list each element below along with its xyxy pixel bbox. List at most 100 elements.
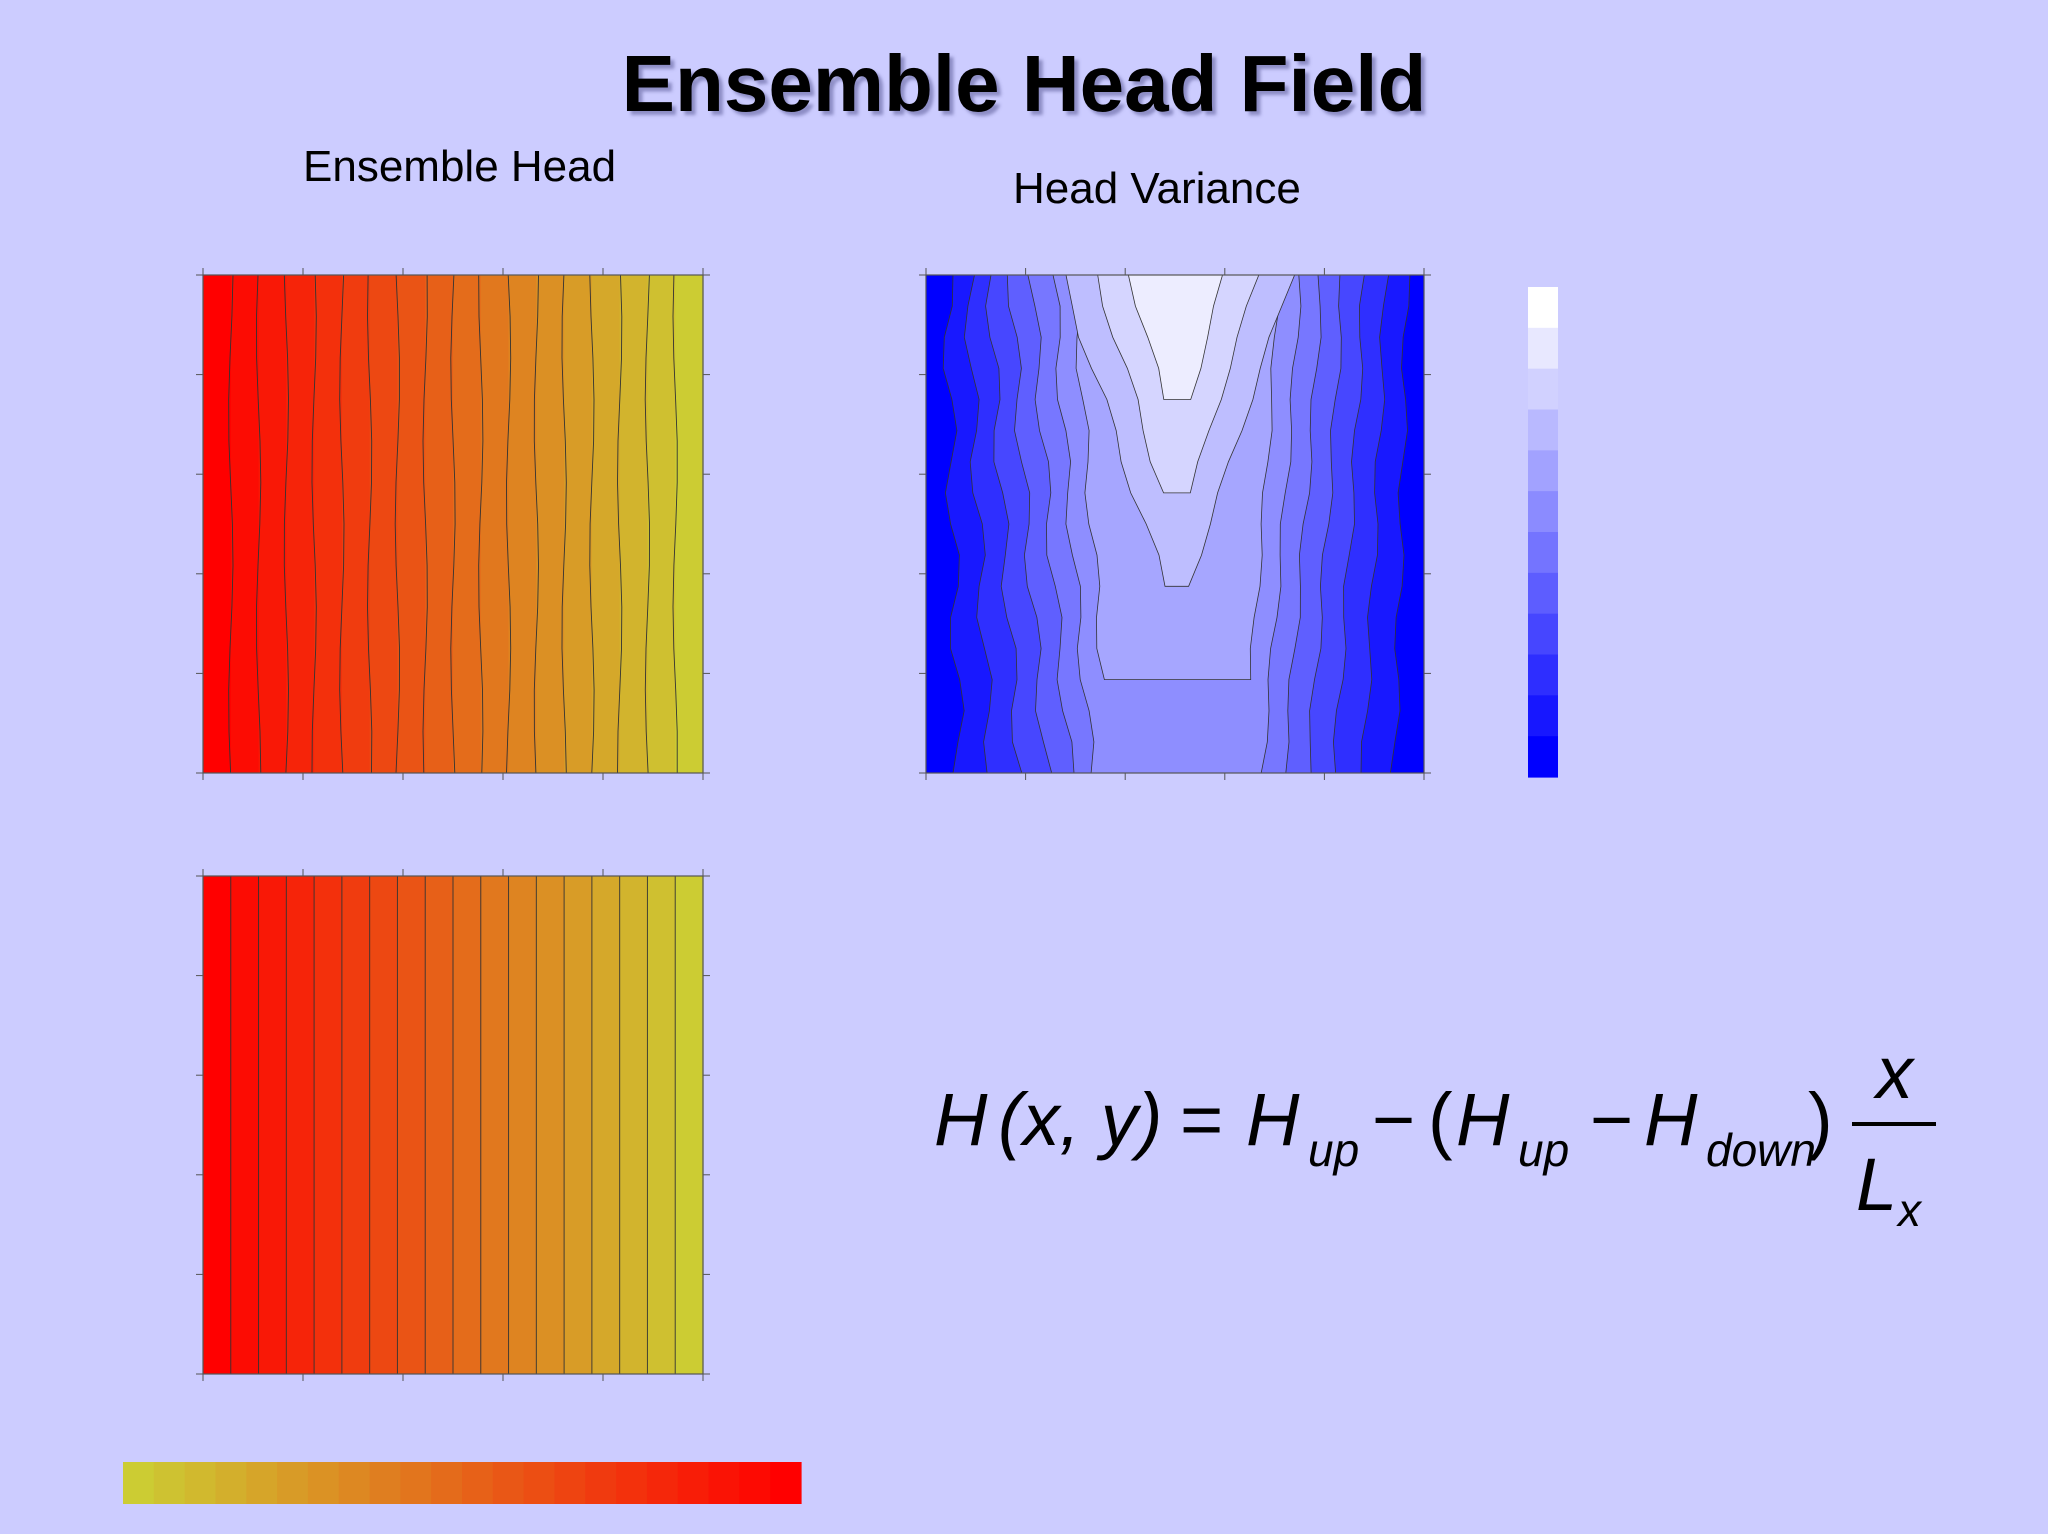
- contour-bands: [203, 876, 704, 1374]
- formula-minus-2: −: [1590, 1078, 1633, 1161]
- formula-equals: =: [1180, 1078, 1223, 1161]
- contour-line: [533, 274, 539, 774]
- colorbar-swatch: [462, 1462, 494, 1504]
- contour-lines: [228, 274, 678, 774]
- colorbar-swatch: [123, 1462, 155, 1504]
- contour-band: [314, 876, 343, 1374]
- contour-band: [286, 275, 315, 773]
- contour-line: [256, 274, 262, 774]
- slide-title: Ensemble Head Field: [621, 39, 1427, 128]
- contour-band: [397, 275, 426, 773]
- contour-lines: [230, 876, 676, 1374]
- contour-line: [311, 274, 317, 774]
- contour-band: [258, 876, 287, 1374]
- contour-line: [561, 274, 567, 774]
- contour-band: [480, 275, 510, 773]
- head-colorbar: [123, 1462, 802, 1504]
- colorbar-swatch: [616, 1462, 648, 1504]
- contour-band: [286, 876, 315, 1374]
- formula-close-paren: ): [1808, 1078, 1833, 1161]
- plot-frame: [202, 274, 704, 774]
- contour-band: [619, 876, 649, 1374]
- colorbar-swatch: [215, 1462, 247, 1504]
- colorbar-swatch: [708, 1462, 740, 1504]
- colorbar-swatch: [1528, 695, 1558, 737]
- plot-frame: [202, 875, 704, 1375]
- colorbar-swatch: [492, 1462, 525, 1504]
- colorbar-swatch: [1528, 491, 1558, 533]
- contour-line: [644, 274, 650, 774]
- contour-band: [591, 275, 621, 773]
- contour-line: [478, 274, 484, 774]
- contour-band: [453, 876, 482, 1374]
- plot-frame: [925, 274, 1425, 774]
- contour-line: [394, 274, 400, 774]
- colorbar-swatch: [523, 1462, 556, 1504]
- contour-line: [450, 274, 456, 774]
- contour-band: [536, 876, 565, 1374]
- colorbar-swatch: [184, 1462, 217, 1504]
- contour-line: [506, 274, 512, 774]
- contour-line: [367, 274, 373, 774]
- colorbar-swatch: [1528, 613, 1558, 656]
- contour-band: [369, 876, 399, 1374]
- contour-band: [341, 876, 371, 1374]
- contour-bands: [942, 274, 1411, 774]
- formula-H: H: [934, 1078, 988, 1161]
- formula-minus-1: −: [1372, 1078, 1415, 1161]
- colorbar-swatch: [1528, 532, 1558, 574]
- contour-band: [341, 275, 371, 773]
- ensemble-head-chart: [196, 268, 710, 780]
- contour-band: [536, 275, 565, 773]
- head-variance-chart: [919, 268, 1431, 780]
- colorbar-swatch: [677, 1462, 710, 1504]
- colorbar-swatch: [1528, 736, 1558, 778]
- formula-fraction-bar: [1852, 1122, 1936, 1126]
- contour-line: [672, 274, 678, 773]
- contour-line: [422, 274, 428, 774]
- variance-colorbar: [1528, 287, 1558, 778]
- contour-band: [564, 876, 593, 1374]
- analytical-head-formula: H (x, y) = H up − ( H up − H down ) x L …: [934, 1031, 1936, 1236]
- formula-H-up: H: [1246, 1078, 1300, 1161]
- colorbar-swatch: [1528, 287, 1558, 329]
- formula-denominator-L: L: [1856, 1143, 1897, 1226]
- colorbar-swatch: [246, 1462, 278, 1504]
- contour-line: [339, 274, 345, 774]
- contour-line: [283, 274, 289, 774]
- colorbar-swatch: [770, 1462, 802, 1504]
- colorbar-swatch: [585, 1462, 617, 1504]
- formula-H-down: H: [1644, 1078, 1698, 1161]
- contour-band: [508, 876, 537, 1374]
- contour-band: [564, 275, 593, 773]
- contour-band: [675, 275, 704, 773]
- colorbar-swatch: [1528, 368, 1558, 411]
- contour-band: [675, 876, 704, 1374]
- colorbar-swatch: [400, 1462, 432, 1504]
- colorbar-swatch: [1528, 327, 1558, 370]
- colorbar-swatch: [554, 1462, 586, 1504]
- contour-band: [258, 275, 287, 773]
- colorbar-swatch: [1528, 409, 1558, 451]
- colorbar-swatch: [307, 1462, 340, 1504]
- contour-band: [508, 275, 537, 773]
- contour-band: [619, 275, 649, 773]
- contour-line: [228, 274, 234, 774]
- colorbar-swatch: [646, 1462, 679, 1504]
- formula-numerator-x: x: [1873, 1031, 1916, 1114]
- colorbar-swatch: [338, 1462, 371, 1504]
- formula-up-sub-2: up: [1518, 1124, 1569, 1176]
- formula-up-sub: up: [1308, 1124, 1359, 1176]
- colorbar-swatch: [431, 1462, 463, 1504]
- contour-band: [425, 275, 454, 773]
- contour-band: [369, 275, 399, 773]
- colorbar-swatch: [1528, 450, 1558, 492]
- contour-line: [617, 274, 623, 774]
- formula-down-sub: down: [1706, 1124, 1816, 1176]
- contour-band: [453, 275, 482, 773]
- contour-band: [647, 876, 676, 1374]
- contour-line: [589, 274, 595, 774]
- colorbar-swatch: [153, 1462, 186, 1504]
- ensemble-head-title: Ensemble Head: [303, 142, 617, 191]
